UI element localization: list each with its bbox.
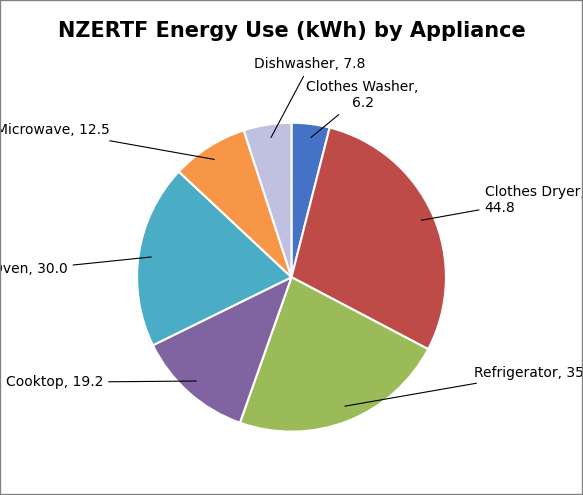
Text: Refrigerator, 35.4: Refrigerator, 35.4 bbox=[345, 366, 583, 406]
Wedge shape bbox=[244, 123, 292, 277]
Text: Microwave, 12.5: Microwave, 12.5 bbox=[0, 123, 214, 159]
Wedge shape bbox=[240, 277, 428, 432]
Text: Clothes Dryer,
44.8: Clothes Dryer, 44.8 bbox=[422, 185, 583, 220]
Wedge shape bbox=[292, 123, 330, 277]
Wedge shape bbox=[153, 277, 292, 423]
Wedge shape bbox=[137, 172, 292, 346]
Text: Oven, 30.0: Oven, 30.0 bbox=[0, 257, 151, 277]
Text: Cooktop, 19.2: Cooktop, 19.2 bbox=[6, 375, 196, 389]
Text: Clothes Washer,
6.2: Clothes Washer, 6.2 bbox=[306, 80, 419, 138]
Title: NZERTF Energy Use (kWh) by Appliance: NZERTF Energy Use (kWh) by Appliance bbox=[58, 21, 525, 41]
Wedge shape bbox=[292, 128, 446, 349]
Wedge shape bbox=[179, 130, 292, 277]
Text: Dishwasher, 7.8: Dishwasher, 7.8 bbox=[254, 57, 366, 138]
